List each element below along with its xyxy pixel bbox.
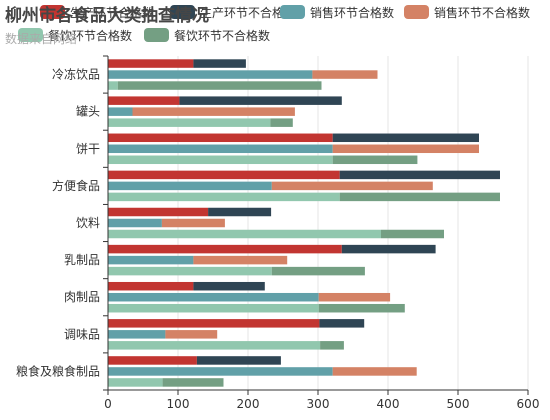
bar: [270, 118, 293, 127]
bar: [162, 378, 224, 387]
bar: [312, 70, 378, 79]
bar: [165, 330, 218, 339]
bar: [108, 330, 166, 339]
bar: [332, 144, 479, 154]
bar: [271, 181, 433, 191]
bar: [108, 218, 162, 228]
bar: [179, 96, 342, 105]
x-tick-label: 100: [167, 397, 190, 411]
bar: [193, 281, 265, 291]
bar: [108, 118, 271, 127]
x-tick-label: 300: [307, 397, 330, 411]
x-tick-label: 200: [237, 397, 260, 411]
bar: [108, 107, 133, 116]
legend-item-sales-pass[interactable]: 销售环节合格数: [280, 4, 394, 20]
legend-swatch: [144, 28, 169, 42]
bar: [108, 181, 272, 191]
legend-label: 销售环节不合格数: [434, 5, 531, 20]
bar: [196, 356, 281, 365]
x-tick-label: 400: [377, 397, 400, 411]
bar: [108, 303, 319, 313]
bar: [318, 303, 405, 313]
legend-label: 餐饮环节不合格数: [174, 28, 271, 43]
bar: [117, 81, 322, 90]
legend-swatch: [280, 5, 305, 19]
bar: [193, 59, 246, 68]
bar: [108, 81, 118, 90]
bar: [132, 107, 295, 116]
bar: [108, 192, 340, 202]
bar: [108, 266, 272, 276]
bar: [271, 266, 365, 276]
legend-item-production-fail[interactable]: 生产环节不合格数: [170, 4, 296, 20]
bar: [341, 244, 436, 254]
bar: [332, 133, 479, 143]
bar: [108, 133, 333, 143]
bar: [208, 207, 272, 217]
category-label: 调味品: [64, 327, 100, 341]
legend-item-catering-fail[interactable]: 餐饮环节不合格数: [144, 27, 270, 43]
bar: [108, 59, 194, 68]
x-tick-label: 500: [447, 397, 470, 411]
x-tick-label: 0: [104, 397, 112, 411]
bar: [108, 144, 333, 154]
bar: [319, 319, 365, 328]
legend-swatch: [40, 5, 65, 19]
bar: [108, 229, 381, 239]
category-label: 罐头: [76, 105, 100, 119]
x-tick-label: 600: [517, 397, 540, 411]
bar: [332, 367, 417, 376]
category-label: 乳制品: [64, 253, 100, 267]
bar: [108, 244, 342, 254]
bar: [108, 281, 194, 291]
bar: [108, 96, 180, 105]
bar: [108, 319, 320, 328]
bar: [339, 192, 500, 202]
legend-label: 销售环节合格数: [310, 5, 395, 20]
bar: [108, 367, 333, 376]
legend: 生产环节合格数 生产环节不合格数 销售环节合格数 销售环节不合格数 餐饮环节合格…: [0, 0, 550, 50]
bar: [108, 155, 333, 165]
bar: [320, 341, 344, 350]
bar: [193, 255, 288, 265]
bar: [108, 207, 209, 217]
bar: [339, 170, 500, 180]
legend-swatch: [170, 5, 195, 19]
bar: [108, 378, 163, 387]
bar: [332, 155, 418, 165]
legend-item-catering-pass[interactable]: 餐饮环节合格数: [18, 27, 132, 43]
bar: [108, 70, 313, 79]
legend-label: 生产环节合格数: [70, 5, 155, 20]
chart-subtitle: 数据来自网络: [5, 32, 78, 46]
category-label: 饼干: [76, 142, 100, 156]
bar: [381, 229, 444, 239]
chart-title: 柳州市各食品大类抽查情况: [5, 6, 209, 26]
category-label: 粮食及粮食制品: [16, 363, 100, 378]
bar: [108, 341, 321, 350]
bar: [108, 170, 340, 180]
legend-label: 生产环节不合格数: [200, 5, 297, 20]
category-label: 肉制品: [64, 290, 100, 304]
legend-item-production-pass[interactable]: 生产环节合格数: [40, 4, 154, 20]
bar: [318, 292, 391, 302]
category-label: 冷冻饮品: [52, 67, 100, 82]
category-label: 方便食品: [52, 178, 100, 193]
category-label: 饮料: [76, 216, 100, 230]
legend-swatch: [404, 5, 429, 19]
legend-item-sales-fail[interactable]: 销售环节不合格数: [404, 4, 530, 20]
bar: [108, 292, 319, 302]
bar: [108, 356, 197, 365]
bar: [161, 218, 225, 228]
legend-label: 餐饮环节合格数: [48, 28, 133, 43]
legend-swatch: [18, 28, 43, 42]
bar: [108, 255, 194, 265]
